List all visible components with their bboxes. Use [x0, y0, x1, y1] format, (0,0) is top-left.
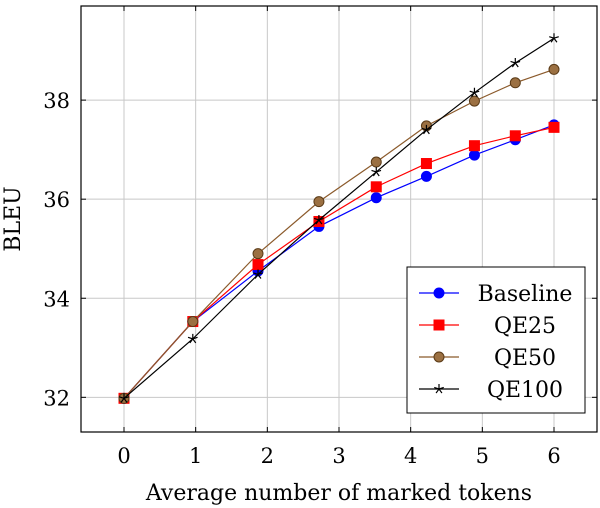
x-axis-label: Average number of marked tokens	[145, 481, 532, 506]
y-tick-label: 32	[43, 386, 70, 410]
legend-label-qe50: QE50	[494, 346, 556, 371]
data-point-qe100	[549, 33, 559, 43]
data-point-qe100	[510, 57, 521, 68]
legend-marker-qe25	[433, 319, 445, 331]
x-tick-label: 0	[117, 444, 130, 468]
data-point-qe50	[548, 63, 560, 75]
legend: Baseline QE25 QE50 QE100	[406, 266, 586, 414]
data-point-qe50	[468, 95, 480, 107]
data-point-qe100	[313, 214, 324, 225]
data-point-qe25	[370, 181, 382, 193]
data-point-baseline	[370, 192, 382, 204]
x-tick-label: 1	[189, 444, 202, 468]
grid-lines	[81, 6, 597, 432]
data-point-qe25	[252, 259, 264, 271]
legend-item-qe100: QE100	[419, 378, 563, 403]
y-axis-label: BLEU	[1, 186, 26, 251]
series-qe100	[119, 33, 559, 403]
y-tick-label: 38	[43, 89, 70, 113]
data-point-qe25	[548, 121, 560, 133]
x-tick-label: 2	[261, 444, 274, 468]
legend-item-qe50: QE50	[419, 346, 556, 371]
series-layer	[118, 33, 560, 404]
data-point-qe100	[187, 333, 198, 344]
legend-label-qe100: QE100	[487, 378, 563, 403]
legend-marker-baseline	[433, 287, 445, 299]
x-tick-label: 5	[476, 444, 489, 468]
data-point-baseline	[468, 149, 480, 161]
data-point-qe100	[469, 87, 480, 98]
y-tick-label: 36	[43, 188, 70, 212]
data-point-qe50	[252, 248, 264, 260]
data-point-qe50	[187, 316, 199, 328]
legend-marker-qe100	[434, 384, 444, 394]
x-tick-label: 4	[404, 444, 417, 468]
legend-item-qe25: QE25	[419, 314, 556, 339]
data-point-qe25	[468, 140, 480, 152]
legend-label-baseline: Baseline	[478, 282, 573, 307]
data-point-qe50	[313, 196, 325, 208]
x-tick-label: 3	[332, 444, 345, 468]
data-point-qe25	[420, 158, 432, 170]
data-point-qe25	[509, 130, 521, 142]
data-point-qe50	[509, 77, 521, 89]
data-point-qe100	[253, 269, 263, 279]
legend-marker-qe50	[433, 351, 445, 363]
legend-label-qe25: QE25	[494, 314, 556, 339]
data-point-qe50	[370, 156, 382, 168]
y-tick-label: 34	[43, 287, 70, 311]
data-point-baseline	[420, 170, 432, 182]
data-point-qe100	[421, 124, 432, 135]
legend-item-baseline: Baseline	[419, 282, 572, 307]
data-point-qe100	[119, 393, 129, 403]
x-tick-label: 6	[547, 444, 560, 468]
data-point-qe100	[371, 166, 382, 177]
